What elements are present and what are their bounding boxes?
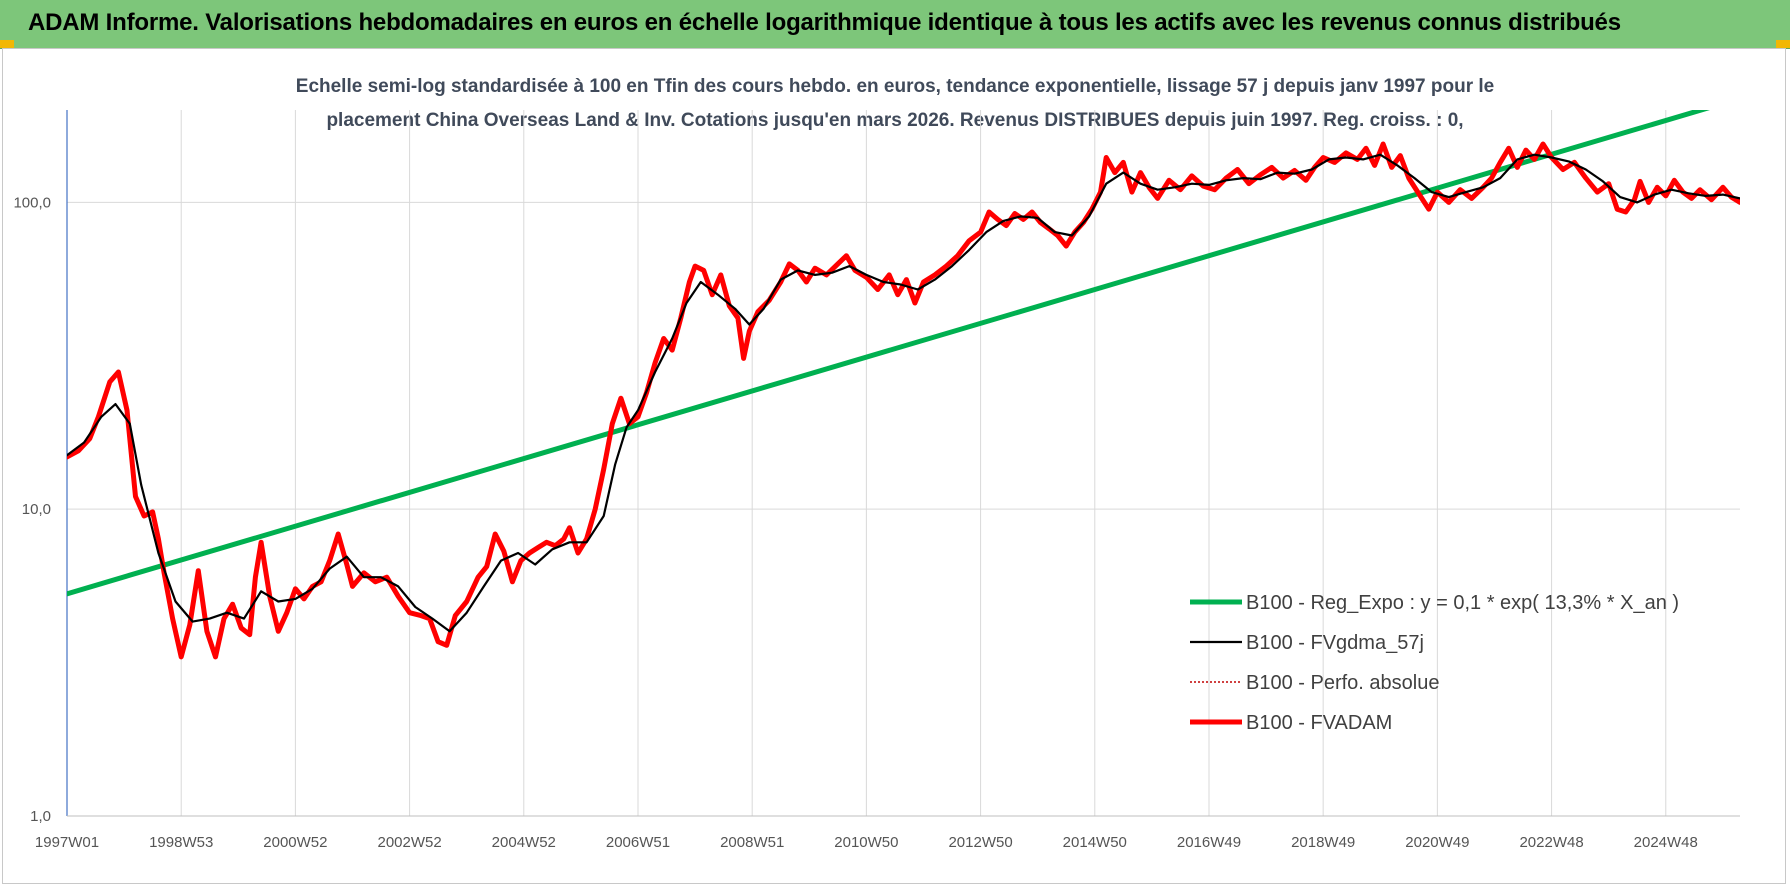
x-tick-label: 2002W52 [377, 834, 441, 851]
x-tick-label: 2000W52 [263, 834, 327, 851]
series-line-1 [67, 153, 1740, 633]
x-tick-label: 2022W48 [1519, 834, 1583, 851]
legend-entry: B100 - FVADAM [1246, 712, 1392, 734]
corner-marker-top-left [0, 40, 14, 48]
x-tick-label: 2006W51 [606, 834, 670, 851]
series-line-0 [67, 110, 1710, 597]
x-tick-label: 2020W49 [1405, 834, 1469, 851]
header-banner: ADAM Informe. Valorisations hebdomadaire… [0, 0, 1790, 49]
corner-marker-top-right [1776, 40, 1790, 48]
x-tick-label: 1998W53 [149, 834, 213, 851]
x-tick-label: 2008W51 [720, 834, 784, 851]
chart-frame [2, 48, 1786, 884]
legend-entry: B100 - FVgdma_57j [1246, 632, 1424, 654]
chart-title-line-1: Echelle semi-log standardisée à 100 en T… [295, 76, 1495, 97]
series-line-3 [67, 141, 1740, 660]
x-tick-label: 2012W50 [948, 834, 1012, 851]
x-tick-label: 2004W52 [492, 834, 556, 851]
x-tick-label: 1997W01 [35, 834, 99, 851]
legend-entry: B100 - Perfo. absolue [1246, 672, 1439, 694]
y-tick-label: 1,0 [30, 808, 51, 825]
x-tick-label: 2010W50 [834, 834, 898, 851]
x-tick-label: 2018W49 [1291, 834, 1355, 851]
y-tick-label: 10,0 [22, 501, 51, 518]
chart-title-line-2: placement China Overseas Land & Inv. Cot… [326, 110, 1464, 131]
legend-entry: B100 - Reg_Expo : y = 0,1 * exp( 13,3% *… [1246, 592, 1679, 614]
y-tick-label: 100,0 [13, 194, 51, 211]
page-title: ADAM Informe. Valorisations hebdomadaire… [28, 9, 1621, 36]
x-tick-label: 2016W49 [1177, 834, 1241, 851]
x-tick-label: 2014W50 [1063, 834, 1127, 851]
x-tick-label: 2024W48 [1634, 834, 1698, 851]
